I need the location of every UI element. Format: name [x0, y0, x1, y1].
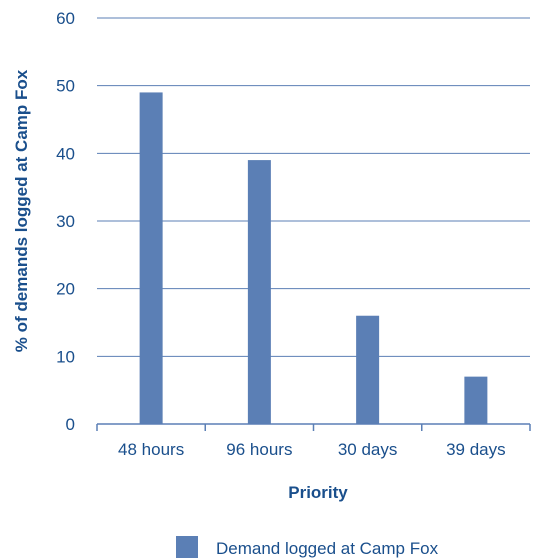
y-axis-title: % of demands logged at Camp Fox [12, 69, 31, 352]
y-tick-label: 30 [56, 212, 75, 231]
legend-label: Demand logged at Camp Fox [216, 539, 439, 558]
bars [139, 92, 488, 424]
x-tick-label: 39 days [446, 440, 506, 459]
y-tick-label: 60 [56, 9, 75, 28]
x-tick-label: 96 hours [226, 440, 292, 459]
y-tick-label: 50 [56, 77, 75, 96]
x-axis-title: Priority [288, 483, 348, 502]
y-tick-label: 40 [56, 144, 75, 163]
y-tick-label: 10 [56, 347, 75, 366]
x-tick-label: 48 hours [118, 440, 184, 459]
bar [139, 92, 163, 424]
x-tick-label: 30 days [338, 440, 398, 459]
bar [247, 160, 271, 424]
bar [464, 376, 488, 424]
bar [356, 315, 380, 424]
y-tick-label: 0 [66, 415, 75, 434]
legend-swatch [176, 536, 198, 558]
gridlines [97, 17, 530, 357]
tick-labels: 0 10 20 30 40 50 60 48 hours 96 hours 30 days 39 d… [56, 9, 506, 459]
axes [96, 423, 531, 431]
y-tick-label: 20 [56, 280, 75, 299]
